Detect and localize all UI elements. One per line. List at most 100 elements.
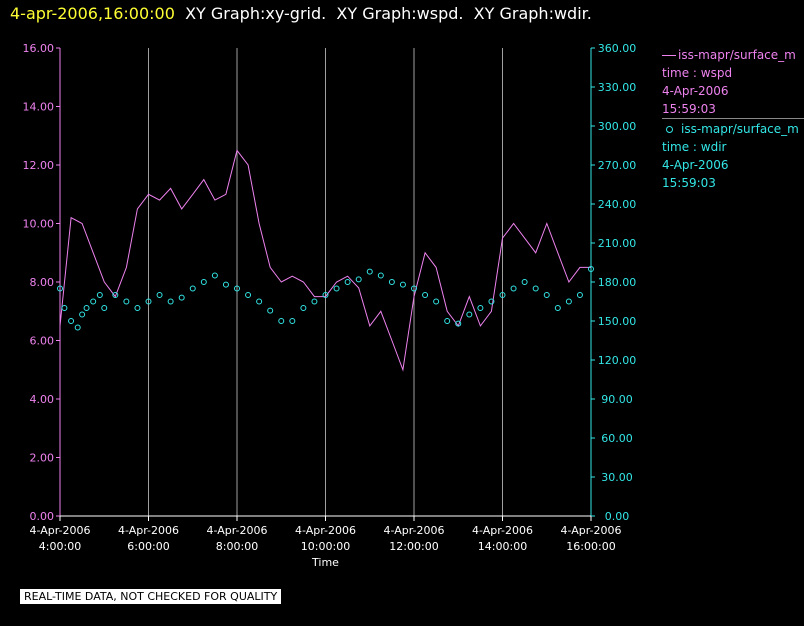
- x-tick-time: 8:00:00: [216, 540, 258, 553]
- data-point-wdir: [532, 285, 539, 292]
- data-point-wdir: [565, 298, 572, 305]
- data-point-wdir: [521, 279, 528, 285]
- x-tick-time: 10:00:00: [301, 540, 350, 553]
- series-line-wspd: [59, 149, 591, 372]
- data-point-wdir: [355, 276, 362, 283]
- data-point-wdir: [101, 305, 108, 311]
- data-point-wdir: [289, 318, 296, 324]
- legend-time-wspd: 15:59:03: [662, 102, 716, 116]
- data-point-wdir: [134, 305, 141, 311]
- legend-variable-wdir: time : wdir: [662, 140, 727, 154]
- data-point-wdir: [245, 292, 252, 298]
- x-tick-date: 4-Apr-2006: [29, 524, 90, 537]
- left-tick-label: 10.00: [23, 218, 55, 231]
- data-point-wdir: [488, 298, 495, 305]
- data-point-wdir: [543, 292, 550, 298]
- data-point-wdir: [300, 305, 307, 311]
- data-point-wdir: [499, 292, 506, 298]
- x-tick-date: 4-Apr-2006: [295, 524, 356, 537]
- graph-name-grid: XY Graph:xy-grid.: [185, 4, 327, 23]
- left-tick-label: 2.00: [30, 452, 55, 465]
- data-point-wdir: [333, 285, 340, 292]
- x-tick-date: 4-Apr-2006: [383, 524, 444, 537]
- series-points-wdir: [57, 266, 594, 331]
- legend-variable-wspd: time : wspd: [662, 66, 733, 80]
- data-point-wdir: [267, 307, 274, 314]
- data-point-wdir: [411, 285, 417, 292]
- left-tick-label: 12.00: [23, 159, 55, 172]
- left-tick-label: 6.00: [30, 335, 55, 348]
- data-point-wdir: [112, 292, 119, 298]
- data-point-wdir: [61, 305, 68, 311]
- data-point-wdir: [74, 324, 81, 331]
- data-point-wdir: [278, 318, 285, 324]
- data-point-wdir: [388, 279, 395, 285]
- data-point-wdir: [554, 305, 561, 311]
- data-point-wdir: [96, 292, 103, 298]
- right-tick-label: 150.00: [598, 315, 637, 328]
- legend-circle-icon: [666, 126, 673, 133]
- right-tick-label: 360.00: [598, 42, 637, 55]
- data-point-wdir: [79, 311, 86, 318]
- left-tick-label: 4.00: [30, 393, 55, 406]
- x-tick-date: 4-Apr-2006: [472, 524, 533, 537]
- left-tick-label: 14.00: [23, 101, 55, 114]
- graph-name-wdir: XY Graph:wdir.: [473, 4, 592, 23]
- data-point-wdir: [68, 318, 75, 324]
- data-point-wdir: [510, 285, 517, 292]
- data-point-wdir: [200, 279, 207, 285]
- title-bar: 4-apr-2006,16:00:00 XY Graph:xy-grid. XY…: [10, 2, 592, 26]
- legend-entry-wdir: iss-mapr/surface_m time : wdir 4-Apr-200…: [662, 120, 804, 192]
- x-tick-date: 4-Apr-2006: [206, 524, 267, 537]
- quality-notice: REAL-TIME DATA, NOT CHECKED FOR QUALITY: [20, 589, 282, 604]
- right-tick-label: 120.00: [598, 354, 637, 367]
- legend-entry-wspd: iss-mapr/surface_m time : wspd 4-Apr-200…: [662, 46, 804, 119]
- x-tick-time: 4:00:00: [39, 540, 81, 553]
- x-tick-date: 4-Apr-2006: [118, 524, 179, 537]
- data-point-wdir: [588, 266, 594, 272]
- data-point-wdir: [83, 305, 90, 311]
- timestamp: 4-apr-2006,16:00:00: [10, 4, 175, 23]
- data-point-wdir: [344, 279, 351, 285]
- data-point-wdir: [377, 272, 384, 279]
- right-tick-label: 330.00: [598, 81, 637, 94]
- right-tick-label: 0.00: [605, 510, 630, 523]
- data-point-wdir: [311, 298, 318, 305]
- right-tick-label: 300.00: [598, 120, 637, 133]
- data-point-wdir: [322, 292, 329, 298]
- right-tick-label: 240.00: [598, 198, 637, 211]
- x-tick-date: 4-Apr-2006: [560, 524, 621, 537]
- data-point-wdir: [123, 298, 130, 305]
- legend-line-icon: [662, 55, 676, 56]
- data-point-wdir: [90, 298, 97, 305]
- left-tick-label: 16.00: [23, 42, 55, 55]
- legend-series-label: iss-mapr/surface_m: [662, 120, 804, 138]
- legend-date-wdir: 4-Apr-2006: [662, 158, 729, 172]
- graph-name-wspd: XY Graph:wspd.: [336, 4, 464, 23]
- x-tick-time: 16:00:00: [566, 540, 615, 553]
- data-point-wdir: [167, 298, 174, 305]
- data-point-wdir: [366, 268, 373, 275]
- legend-divider: [662, 118, 804, 119]
- right-tick-label: 30.00: [601, 471, 633, 484]
- legend-time-wdir: 15:59:03: [662, 176, 716, 190]
- data-point-wdir: [455, 320, 462, 327]
- data-point-wdir: [234, 285, 240, 292]
- legend-label-wspd: iss-mapr/surface_m: [678, 48, 796, 62]
- right-tick-label: 90.00: [601, 393, 633, 406]
- data-point-wdir: [145, 298, 152, 305]
- data-point-wdir: [57, 285, 63, 292]
- data-point-wdir: [178, 294, 185, 301]
- data-point-wdir: [576, 292, 583, 298]
- right-tick-label: 270.00: [598, 159, 637, 172]
- legend-label-wdir: iss-mapr/surface_m: [681, 122, 799, 136]
- data-point-wdir: [211, 272, 218, 279]
- data-point-wdir: [156, 292, 163, 298]
- data-point-wdir: [256, 298, 263, 305]
- legend-date-wspd: 4-Apr-2006: [662, 84, 729, 98]
- left-tick-label: 8.00: [30, 276, 55, 289]
- data-point-wdir: [444, 318, 451, 324]
- right-tick-label: 180.00: [598, 276, 637, 289]
- x-tick-time: 6:00:00: [127, 540, 169, 553]
